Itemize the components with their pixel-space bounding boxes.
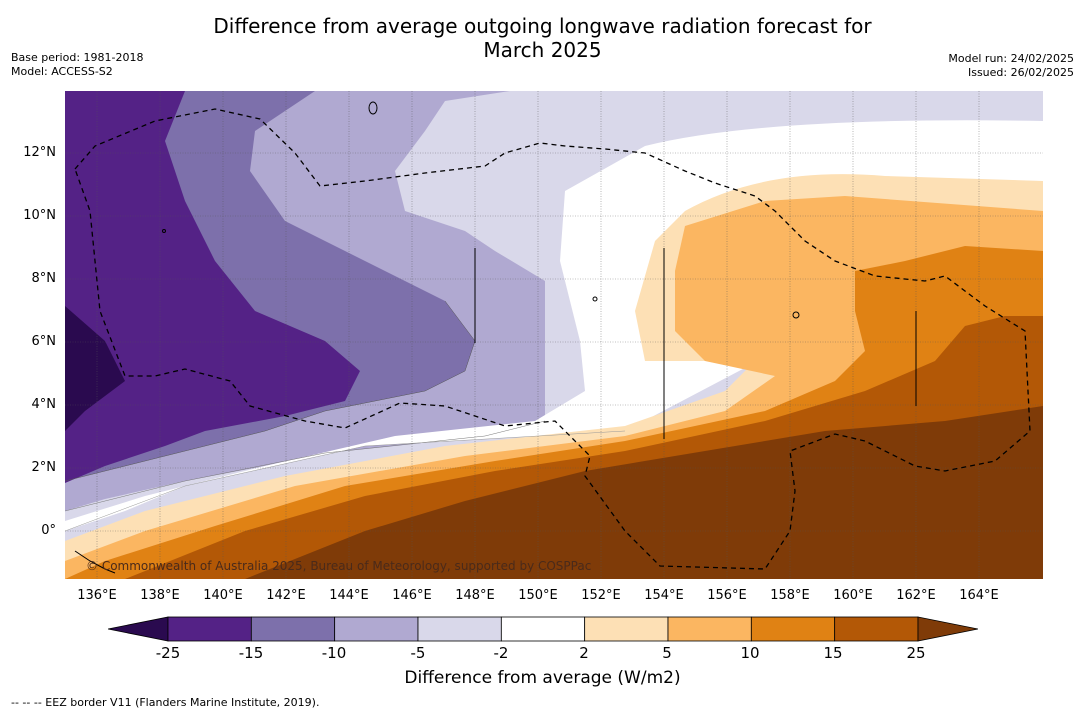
forecast-map <box>65 91 1043 579</box>
colorbar-cell <box>167 616 252 642</box>
eez-footnote: -- -- -- EEZ border V11 (Flanders Marine… <box>11 696 320 709</box>
cbar-tick-minus10: -10 <box>321 644 347 662</box>
cbar-tick-minus15: -15 <box>238 644 264 662</box>
xlab-158e: 158°E <box>770 588 810 603</box>
xlab-144e: 144°E <box>329 588 369 603</box>
colorbar-cell <box>250 616 336 642</box>
xlab-160e: 160°E <box>833 588 873 603</box>
title-line-2: March 2025 <box>483 38 602 62</box>
colorbar-cell <box>584 616 669 642</box>
ylab-0: 0° <box>41 523 56 538</box>
cbar-tick-10: 10 <box>740 644 760 662</box>
band-below-minus25 <box>65 306 125 431</box>
eez-borders <box>74 108 1031 570</box>
cbar-tick-2: 2 <box>579 644 589 662</box>
map-title: Difference from average outgoing longwav… <box>0 14 1085 62</box>
colorbar-cell <box>750 616 836 642</box>
ylab-10n: 10°N <box>23 208 56 223</box>
colorbar-cell <box>500 616 586 642</box>
colorbar-label: Difference from average (W/m2) <box>404 668 681 688</box>
band-above-25 <box>245 406 1043 579</box>
cbar-tick-minus5: -5 <box>410 644 426 662</box>
ylab-12n: 12°N <box>23 145 56 160</box>
colorbar <box>108 616 978 642</box>
ylab-4n: 4°N <box>31 397 57 412</box>
xlab-140e: 140°E <box>203 588 243 603</box>
xlab-152e: 152°E <box>581 588 621 603</box>
colorbar-cell <box>834 616 919 642</box>
copyright-notice: © Commonwealth of Australia 2025, Bureau… <box>86 559 592 573</box>
ylab-8n: 8°N <box>31 271 57 286</box>
cbar-tick-25: 25 <box>906 644 926 662</box>
xlab-148e: 148°E <box>455 588 495 603</box>
xlab-146e: 146°E <box>392 588 432 603</box>
meta-right: Model run: 24/02/2025 Issued: 26/02/2025 <box>948 52 1074 80</box>
band-minus25-to-minus15 <box>65 91 360 483</box>
colorbar-extend-high <box>917 616 978 642</box>
colorbar-cell <box>667 616 752 642</box>
ylab-2n: 2°N <box>31 460 57 475</box>
cbar-tick-minus2: -2 <box>493 644 509 662</box>
base-period: Base period: 1981-2018 <box>11 51 144 64</box>
xlab-138e: 138°E <box>140 588 180 603</box>
meta-left: Base period: 1981-2018 Model: ACCESS-S2 <box>11 51 143 79</box>
xlab-150e: 150°E <box>518 588 558 603</box>
title-line-1: Difference from average outgoing longwav… <box>213 14 872 38</box>
model-name: Model: ACCESS-S2 <box>11 65 113 78</box>
colorbar-extend-low <box>108 616 169 642</box>
xlab-156e: 156°E <box>707 588 747 603</box>
colorbar-cell <box>417 616 502 642</box>
issued-date: Issued: 26/02/2025 <box>967 66 1074 79</box>
cbar-tick-15: 15 <box>823 644 843 662</box>
xlab-164e: 164°E <box>959 588 999 603</box>
xlab-162e: 162°E <box>896 588 936 603</box>
ylab-6n: 6°N <box>31 334 57 349</box>
colorbar-cell <box>334 616 419 642</box>
graticule <box>65 91 1043 579</box>
cbar-tick-minus25: -25 <box>155 644 181 662</box>
xlab-154e: 154°E <box>644 588 684 603</box>
model-run: Model run: 24/02/2025 <box>948 52 1074 65</box>
cbar-tick-5: 5 <box>662 644 672 662</box>
islands <box>74 101 917 574</box>
xlab-142e: 142°E <box>266 588 306 603</box>
xlab-136e: 136°E <box>77 588 117 603</box>
